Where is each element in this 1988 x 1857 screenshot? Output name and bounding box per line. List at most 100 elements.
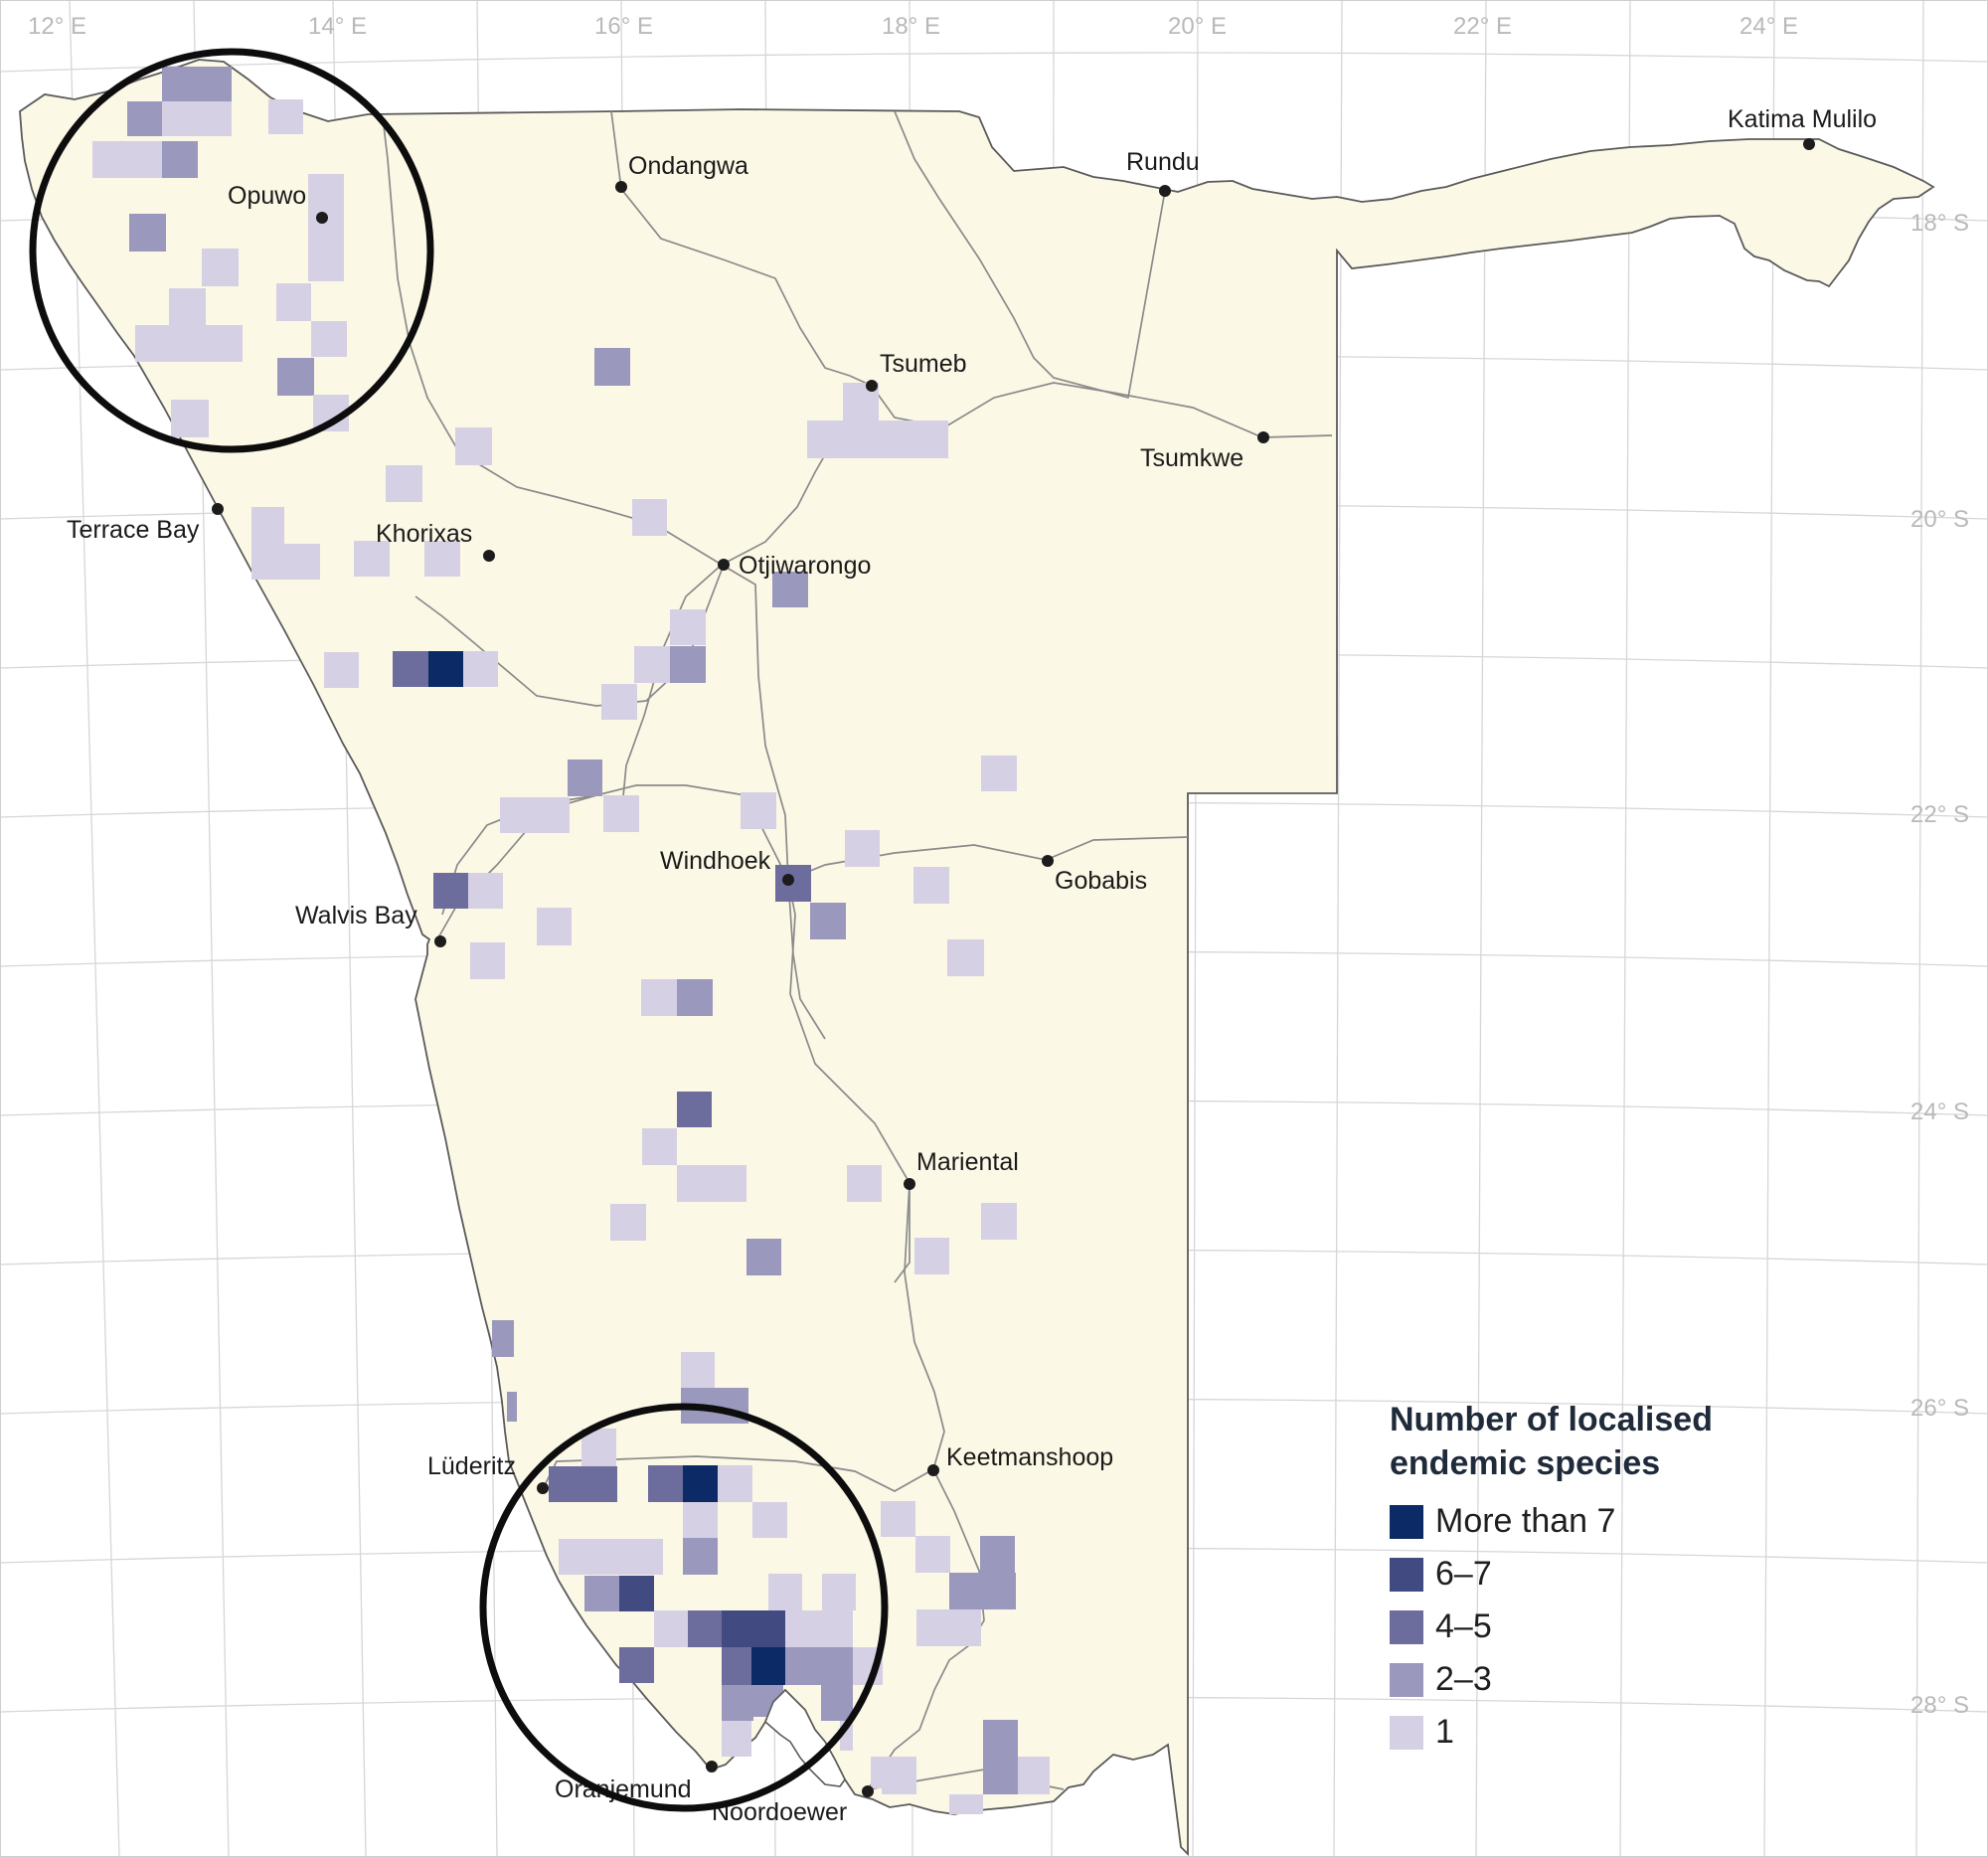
town-label-tsumeb: Tsumeb xyxy=(880,350,967,378)
grid-cell xyxy=(171,325,207,362)
town-label-ondangwa: Ondangwa xyxy=(628,152,748,180)
grid-cell xyxy=(683,1538,718,1575)
legend-item: More than 7 xyxy=(1390,1495,1807,1548)
town-label-khorixas: Khorixas xyxy=(376,520,472,548)
grid-cell xyxy=(654,1610,688,1647)
lon-label-20: 20° E xyxy=(1168,13,1227,40)
grid-cell xyxy=(984,1573,1016,1609)
legend-swatch xyxy=(1390,1504,1423,1539)
grid-cell xyxy=(807,421,844,458)
town-marker-walvis xyxy=(434,935,446,947)
grid-cell xyxy=(772,572,808,607)
town-marker-keetmanshoop xyxy=(927,1464,939,1476)
grid-cell xyxy=(722,1647,751,1685)
grid-cell xyxy=(455,427,492,465)
grid-cell xyxy=(981,756,1017,791)
grid-cell xyxy=(881,1501,915,1537)
grid-cell xyxy=(202,249,239,286)
grid-cell xyxy=(276,283,311,321)
lon-label-22: 22° E xyxy=(1453,13,1512,40)
grid-cell xyxy=(983,1720,1018,1757)
grid-cell xyxy=(171,400,209,437)
grid-cell xyxy=(768,1574,802,1610)
grid-cell xyxy=(949,1794,983,1814)
grid-cell xyxy=(162,141,198,178)
grid-cell xyxy=(619,1647,654,1683)
grid-cell xyxy=(677,1092,712,1127)
grid-cell xyxy=(751,1610,785,1647)
town-marker-otjiwarongo xyxy=(718,559,730,571)
town-marker-khorixas xyxy=(483,550,495,562)
grid-cell xyxy=(594,348,630,386)
grid-cell xyxy=(428,651,463,687)
grid-cell xyxy=(393,651,428,687)
grid-cell xyxy=(162,67,197,101)
grid-cell xyxy=(268,99,303,134)
grid-cell xyxy=(648,1465,683,1502)
grid-cell xyxy=(277,358,314,396)
grid-cell xyxy=(1018,1757,1050,1794)
grid-cell xyxy=(324,652,359,688)
grid-cell xyxy=(92,141,127,178)
grid-cell xyxy=(844,421,880,458)
orange-river-notch xyxy=(764,1688,846,1787)
grid-cell xyxy=(810,903,846,939)
legend-swatch xyxy=(1390,1609,1423,1644)
town-marker-ondangwa xyxy=(615,181,627,193)
legend-label: 1 xyxy=(1435,1713,1454,1751)
grid-cell xyxy=(162,101,197,136)
grid-cell xyxy=(915,1536,950,1573)
grid-cell xyxy=(603,795,639,832)
grid-cell xyxy=(500,797,536,833)
grid-cell xyxy=(916,1609,951,1646)
lon-label-18: 18° E xyxy=(882,13,940,40)
grid-cell xyxy=(949,1573,984,1609)
grid-cell xyxy=(308,174,344,210)
grid-cell xyxy=(433,873,468,909)
grid-cell xyxy=(722,1685,753,1721)
town-label-katima: Katima Mulilo xyxy=(1728,105,1877,133)
town-marker-tsumkwe xyxy=(1257,431,1269,443)
grid-cell xyxy=(681,1352,715,1388)
lon-label-16: 16° E xyxy=(594,13,653,40)
lat-label-28: 28° S xyxy=(1910,1692,1969,1719)
lon-label-14: 14° E xyxy=(308,13,367,40)
grid-cell xyxy=(127,101,162,136)
grid-cell xyxy=(683,1502,718,1538)
lon-label-24: 24° E xyxy=(1740,13,1798,40)
grid-cell xyxy=(688,1610,722,1647)
grid-cell xyxy=(634,646,670,683)
grid-cell xyxy=(284,544,320,580)
grid-cell xyxy=(197,67,232,101)
grid-cell xyxy=(583,1466,617,1502)
town-marker-windhoek xyxy=(782,874,794,886)
grid-cell xyxy=(129,214,166,252)
grid-cell xyxy=(677,979,713,1016)
grid-cell xyxy=(947,939,984,976)
grid-cell xyxy=(785,1647,819,1685)
grid-cell xyxy=(568,760,602,796)
legend-label: 2–3 xyxy=(1435,1660,1492,1698)
grid-cell xyxy=(251,544,284,580)
lat-label-22: 22° S xyxy=(1910,801,1969,828)
town-marker-mariental xyxy=(904,1178,915,1190)
grid-cell xyxy=(169,288,206,326)
grid-cell xyxy=(311,321,347,357)
town-marker-luderitz xyxy=(537,1482,549,1494)
grid-cell xyxy=(847,1165,882,1202)
legend-label: More than 7 xyxy=(1435,1502,1616,1540)
grid-cell xyxy=(559,1539,593,1575)
grid-cell xyxy=(683,1465,718,1502)
grid-cell xyxy=(628,1539,663,1575)
lat-label-24: 24° S xyxy=(1910,1098,1969,1125)
legend-item: 6–7 xyxy=(1390,1548,1807,1601)
grid-cell xyxy=(536,797,570,833)
town-marker-terrace xyxy=(212,503,224,515)
town-label-mariental: Mariental xyxy=(916,1148,1019,1176)
latitude-labels: 18° S 20° S 22° S 24° S 26° S 28° S xyxy=(1910,210,1969,1719)
grid-cell xyxy=(610,1204,646,1241)
grid-cell xyxy=(746,1239,781,1275)
town-label-otjiwarongo: Otjiwarongo xyxy=(739,552,871,580)
grid-cell xyxy=(785,1610,819,1647)
